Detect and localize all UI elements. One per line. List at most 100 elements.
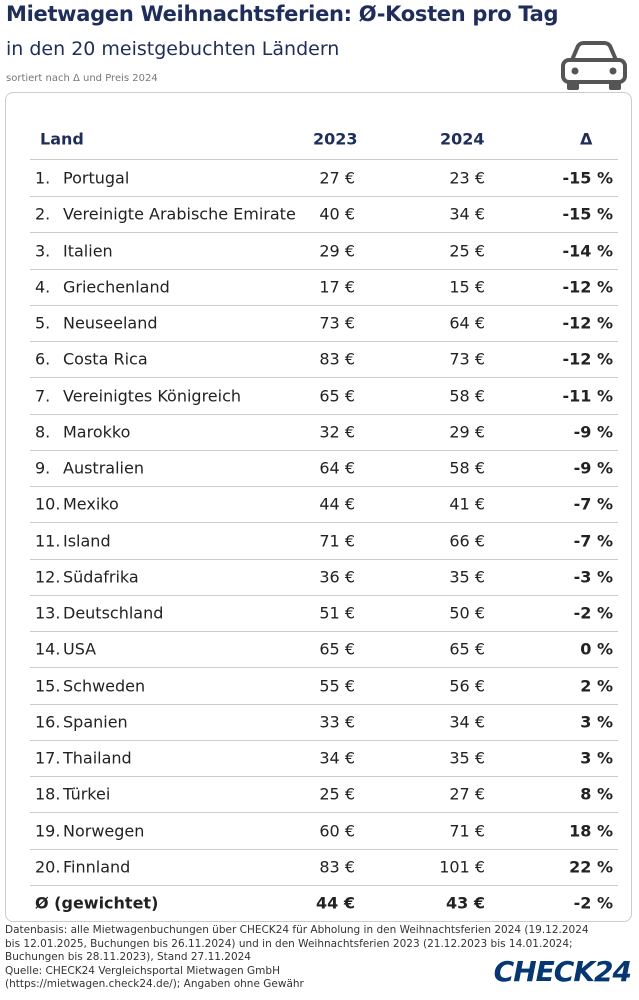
rank: 9. [35, 458, 51, 478]
country: Island [63, 531, 111, 551]
delta: 22 % [569, 857, 613, 877]
rank: 20. [35, 857, 61, 877]
price-2024: 73 € [449, 349, 485, 369]
price-2024: 41 € [449, 494, 485, 514]
delta: -9 % [573, 458, 613, 478]
separator [30, 268, 618, 270]
country: Spanien [63, 712, 128, 732]
price-2024: 56 € [449, 676, 485, 696]
column-header: Land [40, 129, 84, 149]
separator [30, 486, 618, 488]
delta: -15 % [562, 168, 613, 188]
rank: 11. [35, 531, 61, 551]
separator [30, 377, 618, 379]
country: Thailand [63, 748, 132, 768]
rank: 3. [35, 241, 51, 261]
delta: 2 % [580, 676, 613, 696]
separator [30, 232, 618, 234]
delta: -12 % [562, 313, 613, 333]
footnote-line: Quelle: CHECK24 Vergleichsportal Mietwag… [5, 964, 280, 977]
footer-cell: Ø (gewichtet) [35, 893, 159, 913]
price-2024: 35 € [449, 748, 485, 768]
price-2023: 32 € [319, 422, 355, 442]
column-header: Δ [580, 129, 593, 149]
price-2024: 58 € [449, 386, 485, 406]
footnote-line: bis 12.01.2025, Buchungen bis 26.11.2024… [5, 937, 573, 950]
price-2023: 27 € [319, 168, 355, 188]
separator [30, 848, 618, 850]
country: Portugal [63, 168, 130, 188]
country: Schweden [63, 676, 146, 696]
country: Neuseeland [63, 313, 158, 333]
title: Mietwagen Weihnachtsferien: Ø-Kosten pro… [6, 2, 559, 26]
separator [30, 703, 618, 705]
car-icon [561, 41, 627, 90]
country: Griechenland [63, 277, 170, 297]
country: USA [63, 639, 97, 659]
footer-cell: 43 € [446, 893, 485, 913]
delta: -9 % [573, 422, 613, 442]
rank: 17. [35, 748, 61, 768]
rank: 15. [35, 676, 61, 696]
delta: -14 % [562, 241, 613, 261]
column-header: 2023 [313, 129, 358, 149]
price-2023: 36 € [319, 567, 355, 587]
price-2023: 73 € [319, 313, 355, 333]
price-2024: 65 € [449, 639, 485, 659]
rank: 4. [35, 277, 51, 297]
rank: 1. [35, 168, 51, 188]
price-2024: 50 € [449, 603, 485, 623]
price-2023: 51 € [319, 603, 355, 623]
rank: 8. [35, 422, 51, 442]
country: Finnland [63, 857, 131, 877]
price-2024: 27 € [449, 784, 485, 804]
note: sortiert nach Δ und Preis 2024 [6, 73, 158, 84]
price-2023: 40 € [319, 204, 355, 224]
subtitle: in den 20 meistgebuchten Ländern [6, 38, 340, 60]
rank: 19. [35, 821, 61, 841]
price-2024: 58 € [449, 458, 485, 478]
price-2023: 33 € [319, 712, 355, 732]
rank: 5. [35, 313, 51, 333]
logo: CHECK24 [493, 955, 632, 988]
price-2023: 29 € [319, 241, 355, 261]
rank: 6. [35, 349, 51, 369]
price-2024: 101 € [439, 857, 485, 877]
separator [30, 341, 618, 343]
delta: -2 % [573, 603, 613, 623]
rank: 13. [35, 603, 61, 623]
price-2023: 25 € [319, 784, 355, 804]
country: Türkei [63, 784, 111, 804]
rank: 7. [35, 386, 51, 406]
delta: -12 % [562, 349, 613, 369]
rank: 14. [35, 639, 61, 659]
footnote-line: (https://mietwagen.check24.de/); Angaben… [5, 978, 304, 990]
price-2023: 65 € [319, 639, 355, 659]
price-2023: 83 € [319, 349, 355, 369]
country: Norwegen [63, 821, 145, 841]
country: Mexiko [63, 494, 119, 514]
footer-cell: 44 € [316, 893, 355, 913]
country: Vereinigte Arabische Emirate [63, 204, 296, 224]
price-2023: 55 € [319, 676, 355, 696]
column-header: 2024 [440, 129, 485, 149]
price-2023: 44 € [319, 494, 355, 514]
price-2023: 17 € [319, 277, 355, 297]
price-2023: 83 € [319, 857, 355, 877]
footer-cell: -2 % [573, 893, 613, 913]
footnote-line: Buchungen bis 28.11.2023), Stand 27.11.2… [5, 951, 251, 963]
separator [30, 522, 618, 524]
country: Südafrika [63, 567, 139, 587]
separator [30, 413, 618, 415]
country: Deutschland [63, 603, 164, 623]
delta: 18 % [569, 821, 613, 841]
separator [30, 739, 618, 741]
delta: 3 % [580, 748, 613, 768]
rank: 10. [35, 494, 61, 514]
country: Australien [63, 458, 144, 478]
separator [30, 449, 618, 451]
delta: -7 % [573, 531, 613, 551]
price-2024: 35 € [449, 567, 485, 587]
country: Vereinigtes Königreich [63, 386, 242, 406]
